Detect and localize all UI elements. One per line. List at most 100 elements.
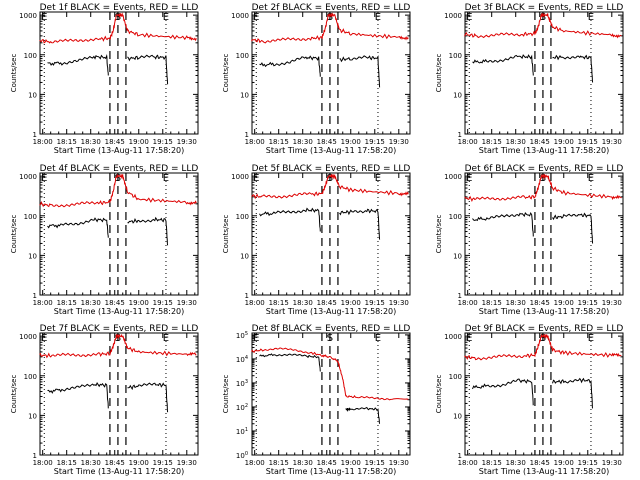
x-tick-label: 19:30 xyxy=(177,459,197,467)
x-tick-label: 19:15 xyxy=(153,299,173,307)
lld-series-line xyxy=(464,333,622,361)
marker-label: E xyxy=(253,12,259,23)
y-tick-label: 100 xyxy=(449,213,462,221)
x-tick-label: 18:45 xyxy=(105,299,125,307)
plot-frame xyxy=(39,172,199,296)
y-tick-label: 100 xyxy=(236,451,248,460)
lld-series-line xyxy=(39,12,197,44)
marker-label: E xyxy=(588,12,594,23)
y-axis-label: Counts/sec xyxy=(435,215,443,254)
events-series-line xyxy=(339,55,381,88)
marker-label: E xyxy=(466,333,472,344)
y-tick-label: 1 xyxy=(245,292,249,300)
panel-det6f: Det 6f BLACK = Events, RED = LLD 1 10 100 10… xyxy=(435,164,624,316)
x-tick-label: 18:15 xyxy=(269,459,289,467)
events-series-line xyxy=(259,353,321,372)
x-axis-label: Start Time (13-Aug-11 17:58:20) xyxy=(479,467,610,476)
x-tick-label: 19:00 xyxy=(129,459,149,467)
marker-label: E xyxy=(375,12,381,23)
x-tick-label: 19:15 xyxy=(578,299,598,307)
y-tick-label: 10 xyxy=(240,91,249,99)
marker-label: S xyxy=(327,173,333,184)
y-tick-label: 10 xyxy=(240,252,249,260)
x-tick-label: 19:15 xyxy=(365,299,385,307)
panel-det1f: Det 1f BLACK = Events, RED = LLD 1 10 100 10… xyxy=(10,3,199,155)
marker-label: S xyxy=(327,333,333,344)
marker-label: S xyxy=(540,333,546,344)
panel-det4f: Det 4f BLACK = Events, RED = LLD 1 10 100 10… xyxy=(10,164,199,316)
y-tick-label: 101 xyxy=(236,427,248,436)
y-tick-label: 10 xyxy=(453,412,462,420)
x-tick-label: 18:00 xyxy=(33,459,53,467)
x-tick-label: 19:00 xyxy=(554,299,574,307)
marker-label: E xyxy=(588,333,594,344)
panel-title: Det 8f BLACK = Events, RED = LLD xyxy=(252,324,411,334)
panel-title: Det 9f BLACK = Events, RED = LLD xyxy=(465,324,624,334)
panel-title: Det 4f BLACK = Events, RED = LLD xyxy=(40,164,199,174)
y-axis-label: Counts/sec xyxy=(10,54,18,93)
events-series-line xyxy=(552,377,594,409)
x-tick-label: 18:15 xyxy=(269,138,289,146)
x-tick-label: 19:15 xyxy=(365,459,385,467)
y-tick-label: 103 xyxy=(236,379,248,388)
y-tick-label: 100 xyxy=(449,373,462,381)
x-tick-label: 18:15 xyxy=(57,299,77,307)
y-tick-label: 1 xyxy=(458,292,462,300)
marker-label: E xyxy=(163,333,169,344)
panel-det3f: Det 3f BLACK = Events, RED = LLD 1 10 100 10… xyxy=(435,3,624,155)
x-tick-label: 18:30 xyxy=(81,299,101,307)
y-tick-label: 1000 xyxy=(444,12,462,20)
y-tick-label: 10 xyxy=(28,91,37,99)
x-tick-label: 18:30 xyxy=(293,138,313,146)
events-series-line xyxy=(472,211,534,237)
x-tick-label: 18:45 xyxy=(530,459,550,467)
x-axis-label: Start Time (13-Aug-11 17:58:20) xyxy=(54,467,185,476)
y-tick-label: 1 xyxy=(33,292,37,300)
x-tick-label: 18:15 xyxy=(269,299,289,307)
x-tick-label: 18:00 xyxy=(33,299,53,307)
x-tick-label: 18:00 xyxy=(458,138,478,146)
marker-label: S xyxy=(540,12,546,23)
events-series-line xyxy=(47,54,109,76)
x-tick-label: 18:45 xyxy=(530,299,550,307)
marker-label: S xyxy=(540,173,546,184)
panel-det5f: Det 5f BLACK = Events, RED = LLD 1 10 100 10… xyxy=(222,164,411,316)
x-tick-label: 18:15 xyxy=(57,138,77,146)
panel-title: Det 3f BLACK = Events, RED = LLD xyxy=(465,3,624,13)
y-axis-label: Counts/sec xyxy=(10,375,18,414)
y-axis-label: Counts/sec xyxy=(222,215,230,254)
events-series-line xyxy=(127,382,169,413)
x-tick-label: 18:00 xyxy=(245,459,265,467)
y-tick-label: 10 xyxy=(453,91,462,99)
x-tick-label: 19:15 xyxy=(153,138,173,146)
x-tick-label: 18:00 xyxy=(33,138,53,146)
marker-label: S xyxy=(115,333,121,344)
events-series-line xyxy=(339,208,381,240)
marker-label: E xyxy=(253,173,259,184)
y-tick-label: 1000 xyxy=(19,173,37,181)
y-tick-label: 1000 xyxy=(19,12,37,20)
x-tick-label: 18:15 xyxy=(57,459,77,467)
y-tick-label: 1000 xyxy=(19,333,37,341)
x-tick-label: 18:30 xyxy=(293,459,313,467)
x-tick-label: 19:30 xyxy=(602,299,622,307)
x-tick-label: 19:15 xyxy=(578,459,598,467)
x-tick-label: 19:15 xyxy=(365,138,385,146)
y-tick-label: 10 xyxy=(453,252,462,260)
events-series-line xyxy=(47,381,109,409)
x-axis-label: Start Time (13-Aug-11 17:58:20) xyxy=(479,146,610,155)
lld-series-line xyxy=(251,12,409,44)
marker-label: S xyxy=(115,12,121,23)
events-series-line xyxy=(552,212,594,244)
panel-det8f: Det 8f BLACK = Events, RED = LLD 100 101 10… xyxy=(222,324,411,476)
x-tick-label: 19:30 xyxy=(389,138,409,146)
lld-series-line xyxy=(464,12,622,39)
marker-label: E xyxy=(466,12,472,23)
y-tick-label: 1000 xyxy=(231,12,249,20)
x-tick-label: 18:30 xyxy=(293,299,313,307)
events-series-line xyxy=(259,207,321,232)
y-tick-label: 1 xyxy=(458,452,462,460)
y-tick-label: 100 xyxy=(24,52,37,60)
x-tick-label: 19:15 xyxy=(153,459,173,467)
marker-label: E xyxy=(41,173,47,184)
